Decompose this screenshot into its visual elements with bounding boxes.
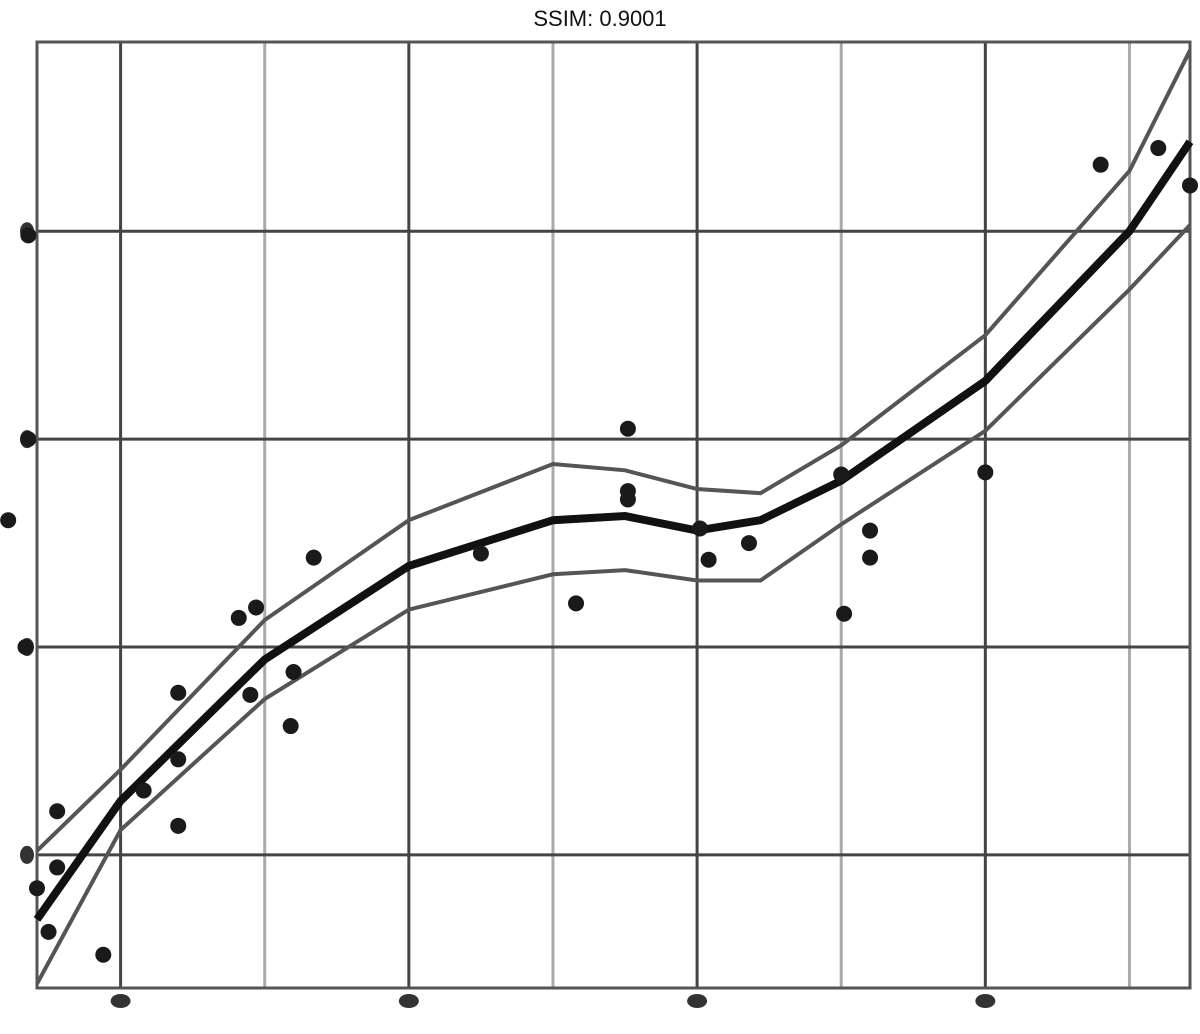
- point: [282, 718, 299, 735]
- y-tick-mark: [20, 845, 34, 864]
- point: [700, 551, 717, 568]
- confidence-lower: [35, 223, 1192, 985]
- point: [862, 549, 879, 566]
- point: [836, 605, 853, 622]
- point: [833, 466, 850, 483]
- chart-title: SSIM: 0.9001: [533, 6, 666, 31]
- point: [862, 522, 879, 539]
- point: [285, 663, 302, 680]
- x-tick-mark: [975, 994, 996, 1008]
- point: [619, 420, 636, 437]
- x-tick-mark: [110, 994, 131, 1008]
- point: [49, 803, 66, 820]
- confidence-upper: [35, 49, 1192, 853]
- point: [40, 923, 57, 940]
- x-tick-mark: [687, 994, 708, 1008]
- point: [248, 599, 265, 616]
- point: [17, 639, 34, 656]
- point: [170, 751, 187, 768]
- point: [977, 464, 994, 481]
- smooth-line: [33, 139, 1194, 922]
- point: [49, 859, 66, 876]
- point: [1182, 177, 1198, 194]
- point: [619, 491, 636, 508]
- point: [29, 880, 45, 897]
- point: [691, 520, 708, 537]
- point: [170, 817, 187, 834]
- point: [230, 609, 247, 626]
- point: [0, 512, 17, 529]
- point: [170, 684, 187, 701]
- point: [20, 227, 37, 244]
- plot-frame: [35, 40, 1192, 990]
- point: [1150, 140, 1167, 157]
- point: [305, 549, 322, 566]
- point: [1092, 156, 1109, 173]
- point: [568, 595, 585, 612]
- point: [740, 535, 757, 552]
- point: [242, 686, 259, 703]
- x-tick-mark: [398, 994, 419, 1008]
- point: [135, 782, 152, 799]
- point: [472, 545, 489, 562]
- point: [95, 946, 112, 963]
- point: [20, 431, 37, 448]
